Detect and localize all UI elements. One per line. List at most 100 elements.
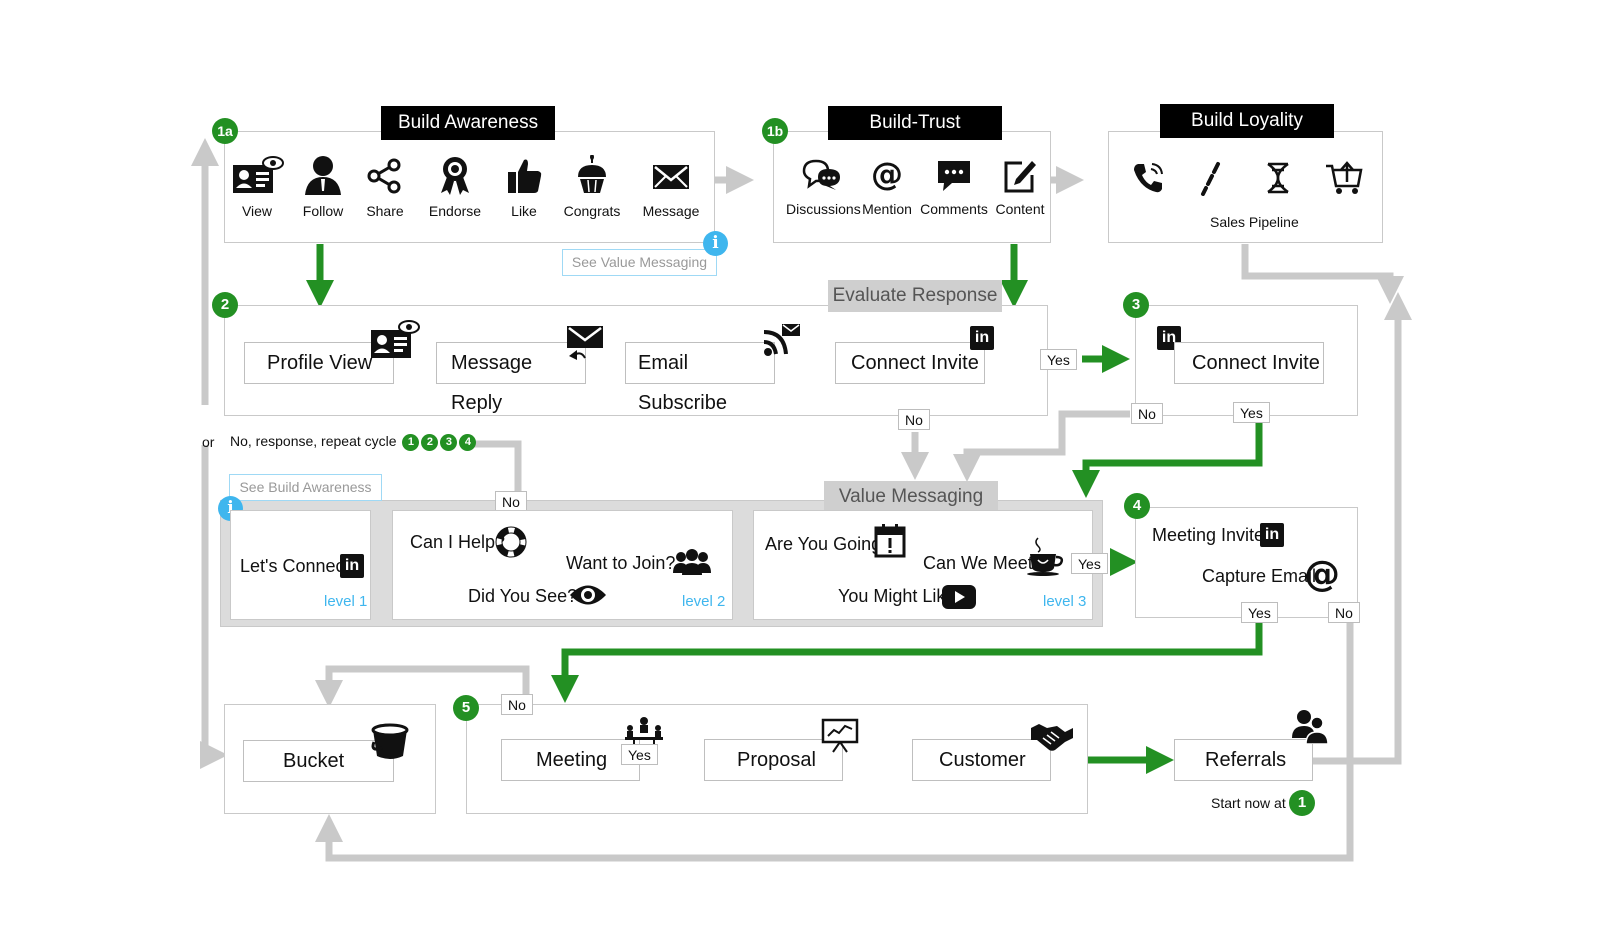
level-1-label: level 1 [324, 593, 368, 610]
award-ribbon-icon [441, 157, 469, 195]
connect-invite-item[interactable]: Connect Invite [835, 342, 985, 384]
no-tag: No [501, 694, 533, 715]
group-icon [673, 549, 711, 575]
coffee-cup-icon [1027, 537, 1064, 576]
svg-text:@: @ [871, 155, 903, 193]
see-value-messaging-link[interactable]: See Value Messaging [562, 249, 717, 276]
can-we-meet-text: Can We Meet? [923, 553, 1043, 573]
bucket-item[interactable]: Bucket [243, 740, 394, 782]
or-label: or [202, 434, 215, 450]
awareness-item-like[interactable]: Like [489, 155, 559, 219]
see-build-awareness-link[interactable]: See Build Awareness [229, 474, 382, 501]
message-reply-item[interactable]: Message Reply [436, 342, 586, 414]
envelope-icon [653, 165, 689, 189]
awareness-label: Follow [302, 203, 344, 219]
no-tag: No [495, 491, 527, 512]
yes-tag: Yes [1233, 402, 1270, 423]
start-now-label: Start now at [1211, 795, 1286, 811]
trust-item-mention[interactable]: @ Mention [851, 155, 923, 217]
awareness-item-view[interactable]: View [222, 155, 292, 219]
connector-repeat [470, 440, 522, 492]
profile-view-item[interactable]: Profile View [244, 342, 394, 384]
awareness-label: Share [366, 203, 404, 219]
awareness-label: Message [642, 203, 700, 219]
did-you-see-text: Did You See? [468, 586, 578, 606]
envelope-reply-icon [567, 326, 603, 360]
connect-invite-item-3[interactable]: Connect Invite [1174, 342, 1324, 384]
awareness-label: View [241, 203, 273, 219]
evaluate-response-title: Evaluate Response [828, 280, 1002, 312]
level-3-box [753, 510, 1093, 620]
step-badge: 3 [440, 433, 458, 451]
yes-tag: Yes [1040, 349, 1077, 370]
sales-pipeline-label: Sales Pipeline [1210, 214, 1299, 230]
rss-email-icon [763, 324, 800, 356]
linkedin-icon: in [1260, 523, 1284, 547]
no-tag: No [1131, 403, 1163, 424]
connector-no5-bucket [315, 665, 530, 708]
step-badge: 4 [459, 433, 477, 451]
comment-icon [938, 161, 970, 191]
start-step-badge: 1 [1289, 790, 1315, 816]
build-awareness-title: Build Awareness [381, 106, 555, 140]
awareness-item-share[interactable]: Share [350, 155, 420, 219]
awareness-item-congrats[interactable]: Congrats [557, 155, 627, 219]
svg-text:@: @ [1304, 554, 1340, 594]
eye-icon [570, 585, 606, 605]
calendar-alert-icon [874, 524, 906, 558]
build-trust-title: Build-Trust [828, 106, 1002, 140]
level-3-label: level 3 [1043, 593, 1087, 610]
at-sign-icon: @ [1304, 554, 1340, 594]
trust-item-content[interactable]: Content [984, 155, 1056, 217]
want-to-join-text: Want to Join? [566, 553, 676, 573]
video-play-icon [942, 585, 976, 609]
cart-icon [1326, 161, 1363, 194]
repeat-cycle-text: No, response, repeat cycle [230, 433, 397, 449]
awareness-item-endorse[interactable]: Endorse [420, 155, 490, 219]
dna-icon [1267, 162, 1289, 194]
customer-item[interactable]: Customer [912, 739, 1051, 781]
start-now-text: Start now at [1211, 795, 1286, 811]
connector-left-down [200, 445, 228, 769]
email-subscribe-item[interactable]: Email Subscribe [625, 342, 775, 414]
share-icon [367, 158, 401, 194]
awareness-label: Congrats [563, 203, 621, 219]
profile-card-eye-icon [233, 156, 284, 193]
linkedin-icon: in [970, 326, 994, 350]
awareness-item-message[interactable]: Message [636, 155, 706, 219]
awareness-label: Endorse [428, 203, 482, 219]
badge-2: 2 [212, 292, 238, 318]
awareness-label: Like [511, 203, 537, 219]
info-icon[interactable]: i [703, 231, 728, 256]
are-you-going-text: Are You Going? [765, 534, 892, 554]
trust-item-comments[interactable]: Comments [918, 155, 990, 217]
connector-loyalty-right [1241, 244, 1404, 304]
meeting-invite-text: Meeting Invite [1152, 525, 1265, 545]
trust-label: Discussions [786, 201, 861, 217]
lifebuoy-icon [495, 526, 527, 558]
trust-label: Comments [920, 201, 988, 217]
profile-card-eye-icon [371, 320, 420, 358]
meeting-item[interactable]: Meeting [501, 739, 640, 781]
yes-tag: Yes [621, 744, 658, 765]
phone-icon [1134, 163, 1163, 193]
cupcake-icon [578, 155, 606, 193]
awareness-item-follow[interactable]: Follow [288, 155, 358, 219]
trust-item-discussions[interactable]: Discussions [786, 155, 861, 217]
yes-tag: Yes [1241, 602, 1278, 623]
referrals-item[interactable]: Referrals [1174, 739, 1313, 781]
badge-4: 4 [1124, 493, 1150, 519]
no-tag: No [898, 409, 930, 430]
connector-no3-left [953, 410, 1130, 482]
connector-no4-bucket [315, 614, 1354, 862]
trust-label: Mention [862, 201, 912, 217]
step-badge: 1 [402, 433, 420, 451]
users-icon [1292, 710, 1329, 744]
edit-icon [1004, 161, 1036, 193]
badge-1b: 1b [762, 118, 788, 144]
connector-yes4-5 [551, 621, 1263, 703]
step-badge: 2 [421, 433, 439, 451]
proposal-item[interactable]: Proposal [704, 739, 843, 781]
connector-referrals-up [1313, 292, 1412, 765]
